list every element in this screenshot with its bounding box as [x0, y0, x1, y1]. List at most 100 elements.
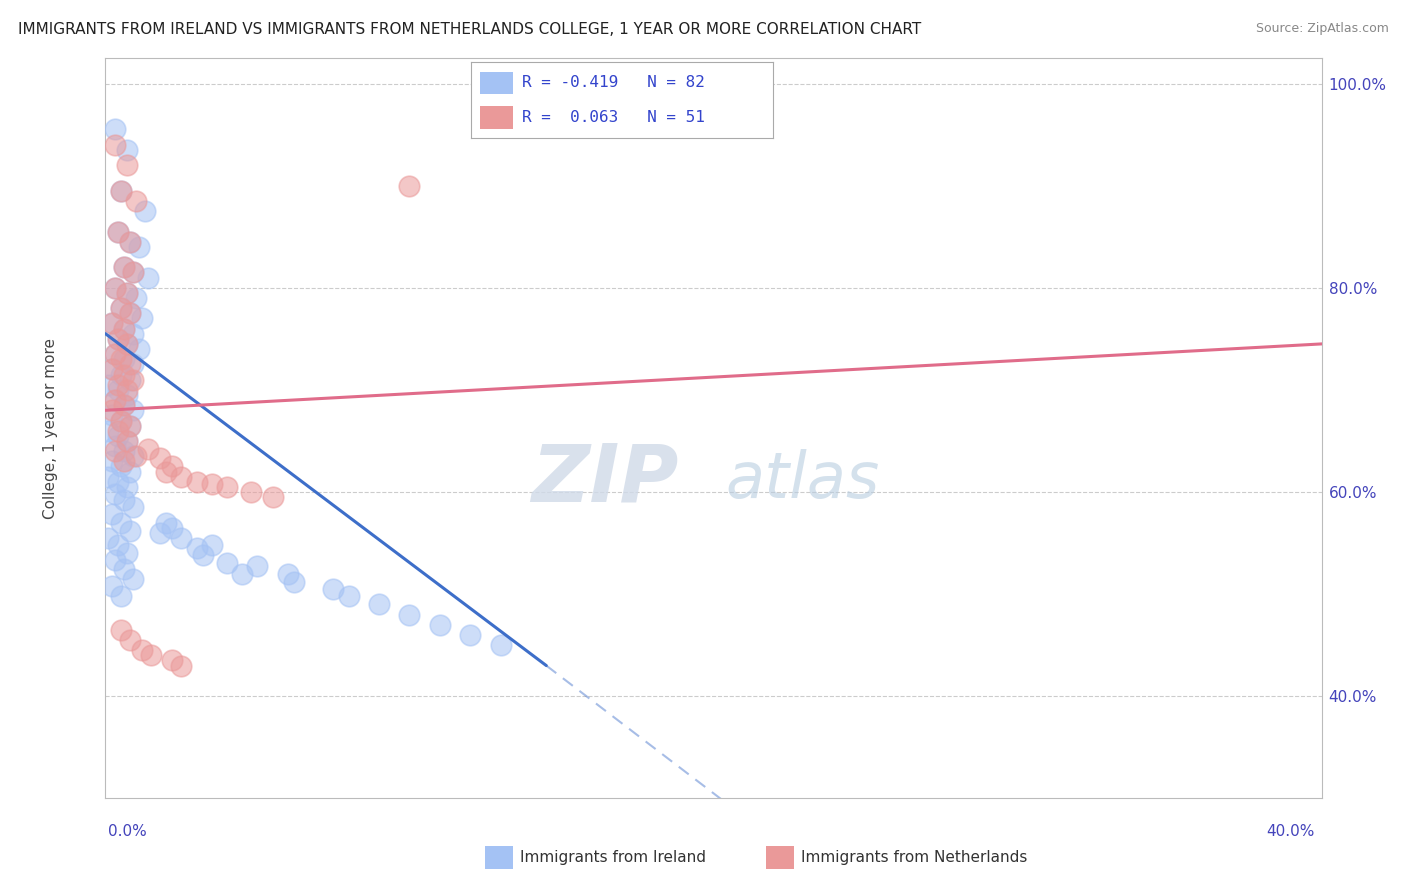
Point: [110, 413, 132, 427]
Point: [100, 362, 122, 376]
Point: [136, 270, 159, 285]
Point: [368, 597, 391, 611]
Point: [115, 546, 138, 560]
Point: [191, 549, 214, 563]
Point: [100, 409, 122, 423]
Point: [97, 377, 120, 392]
Text: atlas: atlas: [725, 449, 880, 511]
Point: [118, 306, 141, 320]
Point: [112, 444, 135, 458]
Point: [112, 454, 135, 468]
Point: [97, 469, 120, 483]
Point: [110, 459, 132, 474]
Bar: [485, 846, 513, 869]
Point: [100, 362, 122, 376]
Point: [107, 424, 129, 438]
Point: [186, 541, 208, 556]
Point: [134, 204, 156, 219]
Point: [112, 260, 135, 275]
Text: R =  0.063   N = 51: R = 0.063 N = 51: [523, 111, 706, 125]
Text: R = -0.419   N = 82: R = -0.419 N = 82: [523, 76, 706, 90]
Point: [118, 373, 141, 387]
Point: [246, 558, 269, 573]
Point: [115, 388, 138, 402]
Point: [115, 337, 138, 351]
Point: [110, 301, 132, 315]
Point: [107, 475, 129, 489]
Point: [115, 337, 138, 351]
Point: [115, 143, 138, 157]
Point: [100, 403, 122, 417]
Point: [115, 434, 138, 448]
Point: [103, 444, 125, 458]
Point: [110, 352, 132, 367]
Point: [121, 265, 143, 279]
Point: [115, 158, 138, 172]
Point: [121, 326, 143, 341]
Point: [103, 347, 125, 361]
Text: 0.0%: 0.0%: [108, 824, 148, 838]
Point: [103, 393, 125, 408]
Point: [103, 347, 125, 361]
Point: [118, 235, 141, 249]
Point: [121, 572, 143, 586]
Point: [103, 122, 125, 136]
Point: [201, 476, 224, 491]
Text: College, 1 year or more: College, 1 year or more: [44, 338, 58, 518]
Point: [107, 383, 129, 397]
Point: [115, 383, 138, 397]
Point: [107, 225, 129, 239]
Point: [107, 332, 129, 346]
Point: [125, 194, 148, 208]
Point: [155, 465, 177, 479]
Point: [110, 184, 132, 198]
Point: [110, 516, 132, 530]
Point: [337, 589, 360, 603]
Point: [121, 265, 143, 279]
Point: [107, 225, 129, 239]
Point: [170, 658, 193, 673]
Point: [170, 531, 193, 545]
Point: [398, 607, 420, 622]
Point: [162, 521, 184, 535]
Text: 40.0%: 40.0%: [1267, 824, 1315, 838]
Point: [100, 508, 122, 522]
Point: [103, 281, 125, 295]
Point: [118, 235, 141, 249]
Point: [131, 643, 153, 657]
Point: [103, 137, 125, 152]
Point: [136, 442, 159, 456]
Point: [489, 638, 512, 652]
Point: [231, 566, 253, 581]
Point: [398, 178, 420, 193]
Point: [112, 321, 135, 335]
Point: [110, 184, 132, 198]
Point: [277, 566, 299, 581]
Bar: [479, 106, 513, 129]
Text: Source: ZipAtlas.com: Source: ZipAtlas.com: [1256, 22, 1389, 36]
Point: [131, 311, 153, 326]
Point: [118, 357, 141, 371]
Point: [121, 403, 143, 417]
Point: [170, 469, 193, 483]
Point: [155, 516, 177, 530]
Point: [125, 291, 148, 305]
Point: [110, 589, 132, 603]
Point: [429, 617, 451, 632]
Point: [112, 321, 135, 335]
Point: [149, 451, 172, 466]
Point: [118, 633, 141, 648]
Point: [100, 454, 122, 468]
Point: [110, 623, 132, 637]
Point: [103, 439, 125, 453]
Point: [103, 393, 125, 408]
Point: [128, 342, 150, 356]
Point: [121, 500, 143, 515]
Point: [115, 480, 138, 494]
Text: ZIP: ZIP: [531, 441, 679, 519]
Point: [107, 377, 129, 392]
Point: [112, 398, 135, 412]
Point: [322, 582, 344, 596]
Point: [217, 480, 239, 494]
Point: [128, 240, 150, 254]
